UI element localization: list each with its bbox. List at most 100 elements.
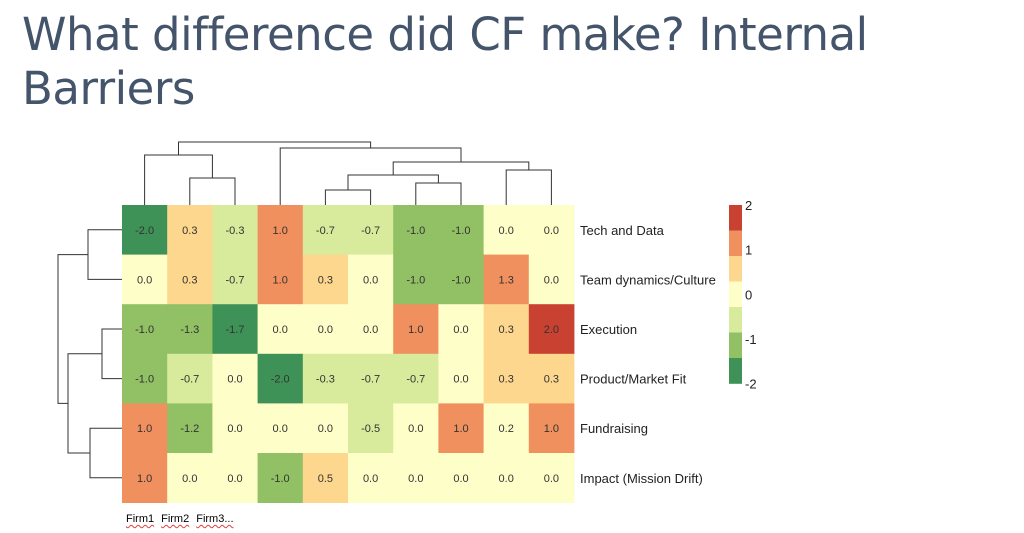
heatmap-cell bbox=[302, 254, 349, 305]
cell-value-label: 1.0 bbox=[453, 423, 468, 435]
row-label: Fundraising bbox=[580, 421, 648, 436]
heatmap-cell bbox=[212, 254, 258, 305]
heatmap-cell bbox=[257, 304, 304, 355]
dendrogram-branch bbox=[324, 189, 372, 205]
cell-value-label: -1.0 bbox=[406, 225, 425, 237]
cell-value-label: -0.3 bbox=[226, 225, 245, 237]
heatmap-cell bbox=[167, 304, 213, 355]
dendrogram-branch bbox=[144, 154, 213, 205]
heatmap-cell bbox=[528, 453, 575, 503]
cell-value-label: -0.7 bbox=[361, 225, 380, 237]
cell-value-label: 1.3 bbox=[499, 274, 514, 286]
cell-value-label: -2.0 bbox=[135, 225, 154, 237]
dendrogram-branch bbox=[67, 353, 102, 454]
heatmap-cell bbox=[212, 353, 258, 404]
heatmap-cell bbox=[257, 353, 304, 404]
heatmap-cell bbox=[483, 453, 530, 503]
cell-value-label: 0.5 bbox=[318, 473, 333, 485]
heatmap-cell bbox=[438, 205, 484, 255]
dendrogram-branch bbox=[89, 427, 122, 479]
cell-value-label: 0.0 bbox=[453, 374, 468, 386]
heatmap-cell bbox=[348, 353, 394, 404]
heatmap-cell bbox=[348, 254, 394, 305]
heatmap-cell bbox=[122, 453, 168, 503]
heatmap-cell bbox=[167, 254, 213, 305]
cell-value-label: 0.0 bbox=[273, 324, 288, 336]
heatmap-cell bbox=[438, 403, 484, 454]
heatmap-cell bbox=[122, 353, 168, 404]
legend-tick-label: 2 bbox=[745, 198, 752, 213]
cell-value-label: 0.0 bbox=[182, 473, 197, 485]
heatmap-cell bbox=[393, 254, 439, 305]
slide-title: What difference did CF make? Internal Ba… bbox=[22, 8, 868, 115]
heatmap-cell bbox=[257, 205, 304, 255]
cell-value-label: -1.2 bbox=[180, 423, 199, 435]
cell-value-label: 0.0 bbox=[453, 324, 468, 336]
heatmap-cell bbox=[438, 353, 484, 404]
legend-swatch bbox=[729, 332, 742, 359]
heatmap-cell bbox=[393, 353, 439, 404]
dendrogram-branch bbox=[392, 161, 530, 175]
cell-value-label: -1.7 bbox=[226, 324, 245, 336]
legend-swatch bbox=[729, 307, 742, 333]
legend-tick-label: -2 bbox=[745, 377, 757, 392]
heatmap-cell bbox=[122, 403, 168, 454]
heatmap-cell bbox=[167, 205, 213, 255]
legend-swatch bbox=[729, 205, 742, 231]
heatmap-cell bbox=[122, 304, 168, 355]
heatmap-cell bbox=[348, 403, 394, 454]
cell-value-label: 0.0 bbox=[408, 423, 423, 435]
heatmap-cell bbox=[348, 453, 394, 503]
cell-value-label: 0.0 bbox=[273, 423, 288, 435]
heatmap-cell bbox=[302, 205, 349, 255]
cell-value-label: 0.0 bbox=[227, 374, 242, 386]
cell-value-label: 0.3 bbox=[499, 324, 514, 336]
dendrogram-branch bbox=[415, 182, 462, 205]
heatmap-cell bbox=[438, 453, 484, 503]
dendrogram-branch bbox=[57, 254, 88, 404]
dendrogram-branch bbox=[505, 169, 552, 205]
dendrogram-branch bbox=[87, 229, 122, 280]
heatmap-cell bbox=[528, 254, 575, 305]
cell-value-label: 0.0 bbox=[363, 274, 378, 286]
heatmap-cell bbox=[483, 304, 530, 355]
cell-value-label: -1.0 bbox=[271, 473, 290, 485]
cell-value-label: 1.0 bbox=[544, 423, 559, 435]
cell-value-label: 0.0 bbox=[137, 274, 152, 286]
heatmap-cell bbox=[167, 403, 213, 454]
heatmap-cell bbox=[212, 205, 258, 255]
cell-value-label: 0.0 bbox=[453, 473, 468, 485]
cell-value-label: 0.0 bbox=[499, 225, 514, 237]
heatmap-cell bbox=[212, 403, 258, 454]
heatmap-cell bbox=[257, 453, 304, 503]
cell-value-label: 0.3 bbox=[499, 374, 514, 386]
heatmap-cell bbox=[393, 403, 439, 454]
heatmap-cell bbox=[528, 353, 575, 404]
heatmap-cell bbox=[483, 254, 530, 305]
heatmap-cell bbox=[167, 453, 213, 503]
row-dendrogram bbox=[57, 229, 122, 479]
cell-value-label: -0.7 bbox=[180, 374, 199, 386]
heatmap-cell bbox=[483, 403, 530, 454]
row-label: Tech and Data bbox=[580, 223, 665, 238]
column-label: Firm2 bbox=[161, 513, 190, 525]
cell-value-label: 1.0 bbox=[273, 225, 288, 237]
heatmap-cell bbox=[393, 453, 439, 503]
cell-value-label: -1.0 bbox=[135, 374, 154, 386]
heatmap-cell bbox=[257, 254, 304, 305]
dendrogram-branch bbox=[178, 141, 372, 155]
heatmap-cell bbox=[483, 205, 530, 255]
column-label: Firm3... bbox=[196, 513, 234, 525]
cell-value-label: -0.7 bbox=[316, 225, 335, 237]
cell-value-label: 0.3 bbox=[182, 274, 197, 286]
heatmap-cell bbox=[302, 353, 349, 404]
cell-value-label: 2.0 bbox=[544, 324, 559, 336]
heatmap-cell bbox=[348, 304, 394, 355]
cell-value-label: 1.0 bbox=[137, 423, 152, 435]
cell-value-label: 0.2 bbox=[499, 423, 514, 435]
cell-value-label: -1.0 bbox=[135, 324, 154, 336]
legend-swatch bbox=[729, 281, 742, 308]
color-legend: 2 1 0 -1 -2 bbox=[729, 198, 757, 392]
cell-value-label: 1.0 bbox=[137, 473, 152, 485]
cell-value-label: 0.0 bbox=[227, 423, 242, 435]
